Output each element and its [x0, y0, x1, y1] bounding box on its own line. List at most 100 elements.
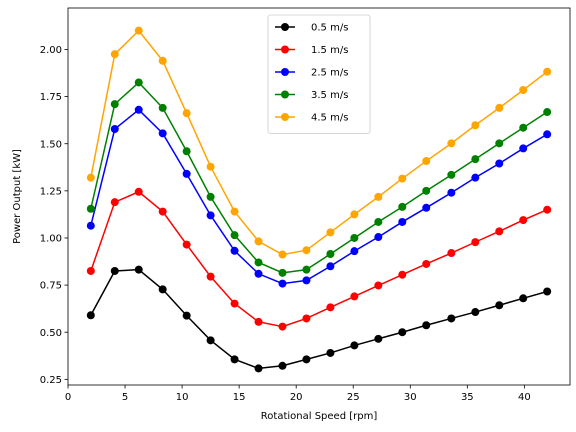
data-point — [182, 311, 191, 320]
data-point — [326, 262, 335, 271]
data-point — [374, 281, 383, 290]
data-point — [278, 361, 287, 370]
data-point — [447, 170, 456, 179]
x-tick-label: 10 — [176, 392, 189, 403]
data-point — [254, 269, 263, 278]
data-point — [447, 249, 456, 258]
data-point — [134, 265, 143, 274]
data-point — [326, 348, 335, 357]
series-4 — [86, 26, 552, 259]
legend-label: 0.5 m/s — [311, 23, 348, 34]
data-point — [158, 103, 167, 112]
data-point — [519, 144, 528, 153]
x-tick-label: 30 — [404, 392, 417, 403]
data-point — [519, 294, 528, 303]
y-tick-label: 0.75 — [40, 281, 62, 292]
data-point — [110, 50, 119, 59]
data-point — [230, 207, 239, 216]
data-point — [230, 246, 239, 255]
data-point — [230, 355, 239, 364]
data-point — [278, 250, 287, 259]
data-point — [206, 211, 215, 220]
data-point — [374, 233, 383, 242]
series-line — [90, 108, 548, 285]
data-point — [254, 364, 263, 373]
data-point — [86, 173, 95, 182]
data-point — [398, 270, 407, 279]
series-line — [90, 81, 548, 274]
data-point — [398, 202, 407, 211]
y-tick-label: 1.75 — [40, 92, 62, 103]
legend-label: 3.5 m/s — [311, 90, 348, 101]
data-point — [86, 204, 95, 213]
legend-marker — [281, 23, 289, 31]
data-point — [182, 147, 191, 156]
y-tick-label: 1.00 — [40, 234, 62, 245]
data-point — [495, 301, 504, 310]
data-point — [182, 109, 191, 118]
data-point — [374, 192, 383, 201]
data-point — [350, 233, 359, 242]
series-line — [90, 268, 548, 370]
data-point — [134, 78, 143, 87]
data-point — [471, 308, 480, 317]
data-point — [326, 303, 335, 312]
data-point — [158, 129, 167, 138]
y-axis-label: Power Output [kW] — [12, 149, 23, 244]
data-point — [519, 216, 528, 225]
data-point — [278, 279, 287, 288]
data-point — [398, 217, 407, 226]
data-point — [350, 292, 359, 301]
x-axis-label: Rotational Speed [rpm] — [261, 411, 378, 422]
data-point — [350, 341, 359, 350]
data-point — [447, 188, 456, 197]
x-tick-label: 35 — [461, 392, 474, 403]
data-point — [206, 162, 215, 171]
legend-entry: 3.5 m/s — [275, 90, 348, 101]
data-point — [471, 238, 480, 247]
axes-border — [67, 7, 571, 386]
axes-frame — [67, 7, 571, 386]
x-tick-label: 15 — [233, 392, 246, 403]
data-point — [110, 198, 119, 207]
x-tick-label: 40 — [518, 392, 531, 403]
y-tick-label: 0.50 — [40, 328, 62, 339]
data-point — [350, 247, 359, 256]
data-point — [86, 266, 95, 275]
data-point — [230, 231, 239, 240]
y-tick-label: 2.00 — [40, 45, 62, 56]
data-point — [278, 268, 287, 277]
data-point — [206, 272, 215, 281]
data-point — [374, 217, 383, 226]
data-point — [471, 121, 480, 130]
data-point — [86, 311, 95, 320]
data-point — [543, 205, 552, 214]
data-point — [206, 336, 215, 345]
x-axis-ticks: 0 5 10 15 20 25 30 35 40 — [65, 385, 531, 403]
data-point — [350, 210, 359, 219]
y-axis-ticks: 0.25 0.50 0.75 1.00 1.25 1.50 1.75 2.00 — [40, 45, 68, 386]
data-point — [158, 285, 167, 294]
data-point — [254, 317, 263, 326]
data-point — [254, 237, 263, 246]
data-point — [110, 125, 119, 134]
data-point — [471, 173, 480, 182]
data-point — [158, 207, 167, 216]
series-3 — [86, 78, 552, 277]
data-point — [134, 26, 143, 35]
data-point — [302, 355, 311, 364]
data-point — [495, 103, 504, 112]
data-point — [134, 187, 143, 196]
data-point — [543, 130, 552, 139]
y-tick-label: 1.25 — [40, 186, 62, 197]
data-point — [519, 85, 528, 94]
data-point — [422, 259, 431, 268]
series-1 — [86, 187, 552, 331]
data-point — [495, 139, 504, 148]
data-point — [254, 258, 263, 267]
data-point — [86, 221, 95, 230]
data-point — [206, 192, 215, 201]
data-point — [302, 314, 311, 323]
series-2 — [86, 105, 552, 288]
